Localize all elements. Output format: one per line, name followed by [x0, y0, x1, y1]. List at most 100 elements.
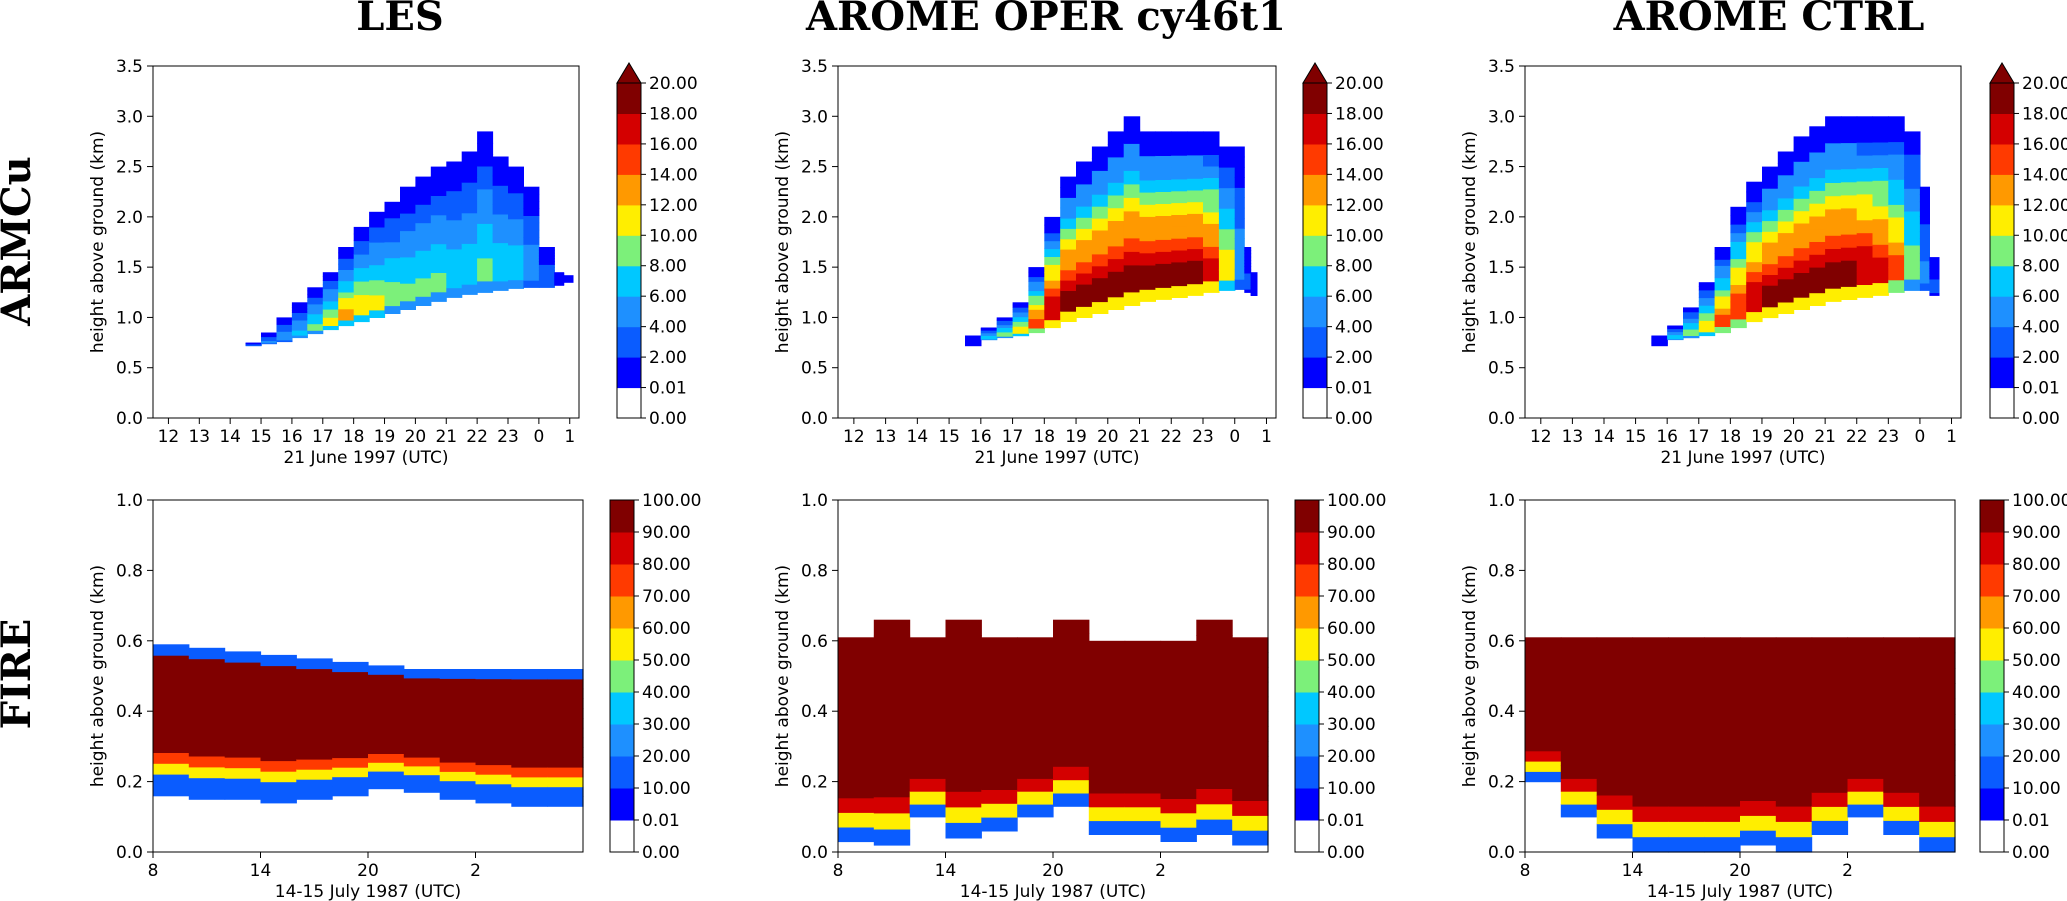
data-cell: [554, 283, 565, 285]
data-cell: [224, 704, 262, 716]
data-cell: [1651, 343, 1668, 345]
data-cell: [1919, 790, 1956, 807]
data-cell: [1883, 764, 1920, 779]
data-cell: [1888, 216, 1905, 231]
data-cell: [1091, 206, 1109, 219]
data-cell: [1840, 129, 1858, 144]
data-cell: [1060, 187, 1077, 198]
data-cell: [1525, 719, 1562, 731]
x-tick-label: 18: [1033, 427, 1055, 447]
data-cell: [1793, 136, 1810, 150]
data-cell: [1196, 635, 1233, 651]
data-cell: [1232, 726, 1269, 742]
data-cell: [1017, 804, 1054, 818]
data-cell: [1840, 220, 1858, 235]
y-tick-label: 1.0: [801, 308, 828, 328]
data-cell: [475, 735, 512, 746]
colorbar-tick-label: 0.00: [2012, 843, 2050, 863]
colorbar-segment: [1303, 326, 1327, 358]
data-cell: [1196, 711, 1233, 728]
data-cell: [1107, 169, 1125, 183]
data-cell: [1856, 180, 1874, 195]
data-cell: [1698, 324, 1716, 329]
data-cell: [475, 716, 512, 727]
x-tick-label: 16: [281, 427, 303, 447]
y-tick-label: 0.4: [801, 702, 828, 722]
data-cell: [1234, 268, 1245, 280]
data-cell: [1203, 188, 1220, 201]
data-cell: [1740, 726, 1777, 742]
data-cell: [1809, 177, 1826, 191]
data-cell: [508, 279, 524, 289]
x-tick-label: 12: [158, 427, 180, 447]
data-cell: [1683, 316, 1700, 319]
y-tick-label: 1.5: [116, 258, 143, 278]
data-cell: [1232, 741, 1269, 757]
data-cell: [1811, 651, 1849, 667]
y-tick-label: 0.6: [801, 632, 828, 652]
data-cell: [322, 288, 339, 294]
data-cell: [1107, 296, 1125, 310]
data-cell: [415, 241, 432, 251]
data-cell: [224, 735, 262, 747]
data-cell: [492, 261, 509, 272]
data-cell: [1107, 284, 1125, 298]
data-cell: [153, 644, 190, 656]
x-tick-label: 14: [250, 861, 272, 881]
data-cell: [153, 720, 190, 732]
data-cell: [873, 748, 911, 766]
data-cell: [369, 309, 386, 318]
data-cell: [981, 637, 1018, 652]
data-cell: [492, 185, 509, 196]
data-cell: [1017, 688, 1054, 702]
data-cell: [1155, 131, 1172, 144]
data-cell: [1919, 652, 1956, 669]
data-cell: [1028, 304, 1045, 310]
colorbar-segment: [1303, 387, 1327, 419]
data-cell: [1811, 749, 1849, 765]
data-cell: [1091, 289, 1109, 303]
data-cell: [338, 269, 355, 276]
data-cell: [188, 658, 226, 671]
colorbar-segment: [1303, 265, 1327, 297]
data-cell: [1091, 182, 1109, 195]
data-cell: [492, 156, 509, 167]
data-cell: [1809, 151, 1826, 166]
data-cell: [1762, 209, 1779, 222]
data-cell: [1076, 172, 1093, 185]
data-cell: [1596, 723, 1634, 739]
data-cell: [1714, 289, 1731, 297]
data-cell: [1847, 650, 1884, 664]
data-cell: [1904, 188, 1921, 201]
data-cell: [945, 744, 982, 761]
data-cell: [1872, 167, 1889, 181]
data-cell: [873, 732, 911, 749]
data-cell: [981, 747, 1018, 763]
y-tick-label: 0.8: [1488, 561, 1515, 581]
colorbar-segment: [1990, 265, 2014, 297]
data-cell: [1730, 241, 1747, 251]
data-cell: [1919, 836, 1956, 853]
data-cell: [1091, 253, 1109, 267]
data-cell: [1811, 820, 1849, 835]
data-cell: [1244, 256, 1252, 261]
data-cell: [368, 674, 405, 684]
data-cell: [322, 325, 339, 331]
data-cell: [1847, 662, 1884, 677]
data-cell: [1560, 752, 1598, 767]
data-cell: [430, 262, 447, 273]
data-cell: [1012, 314, 1030, 318]
data-cell: [1053, 713, 1090, 727]
data-cell: [945, 666, 982, 683]
data-cell: [945, 697, 982, 714]
data-cell: [1244, 279, 1252, 284]
colorbar-tick-label: 100.00: [1327, 491, 1386, 511]
data-cell: [1596, 794, 1634, 810]
data-cell: [1668, 790, 1705, 807]
data-cell: [1076, 183, 1093, 196]
data-cell: [538, 255, 555, 260]
x-tick-label: 20: [1042, 861, 1064, 881]
data-cell: [1028, 267, 1045, 273]
data-cell: [322, 313, 339, 318]
data-cell: [353, 287, 370, 296]
